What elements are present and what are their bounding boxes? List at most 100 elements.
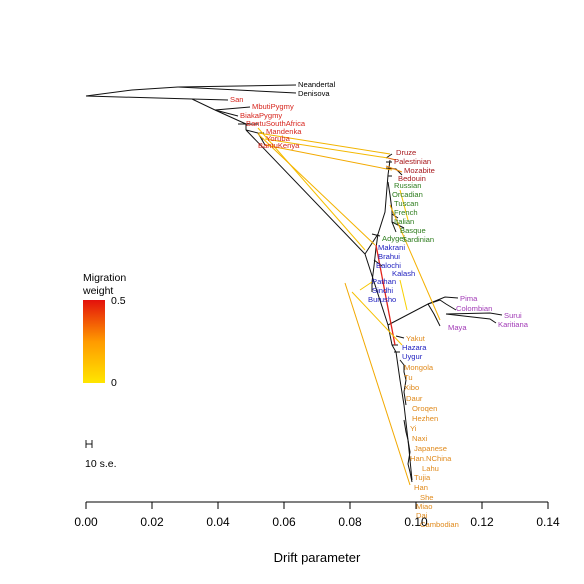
leaf-label-burusho: Burusho bbox=[368, 295, 396, 304]
leaf-label-oroqen: Oroqen bbox=[412, 404, 437, 413]
x-tick-label: 0.06 bbox=[272, 515, 296, 529]
legend-max-label: 0.5 bbox=[111, 295, 126, 307]
leaf-label-han-nchina: Han.NChina bbox=[410, 454, 452, 463]
migration-4 bbox=[257, 127, 366, 251]
leaf-label-french: French bbox=[394, 208, 418, 217]
leaf-label-cambodian: Cambodian bbox=[420, 520, 459, 529]
leaf-label-balochi: Balochi bbox=[376, 261, 401, 270]
migration-13 bbox=[399, 279, 408, 311]
leaf-label-colombian: Colombian bbox=[456, 304, 492, 313]
leaf-label-miao: Miao bbox=[416, 502, 432, 511]
leaf-label-tu: Tu bbox=[404, 373, 413, 382]
edge-se-asia bbox=[403, 419, 413, 483]
legend-title-line2: weight bbox=[82, 285, 113, 297]
leaf-label-surui: Surui bbox=[504, 311, 522, 320]
leaf-label-daur: Daur bbox=[406, 394, 423, 403]
leaf-label-sindhi: Sindhi bbox=[372, 286, 393, 295]
migration-10 bbox=[375, 244, 396, 346]
x-tick-label: 0.12 bbox=[470, 515, 494, 529]
leaf-label-orcadian: Orcadian bbox=[392, 190, 423, 199]
leaf-label-karitiana: Karitiana bbox=[498, 320, 529, 329]
edge-root-modern bbox=[85, 95, 216, 111]
leaf-label-neandertal: Neandertal bbox=[298, 80, 335, 89]
leaf-label-biakapygmy: BiakaPygmy bbox=[240, 111, 282, 120]
edge-ne-asia bbox=[399, 359, 407, 406]
leaf-label-tujia: Tujia bbox=[414, 473, 431, 482]
migration-2 bbox=[264, 138, 389, 159]
edge-adygei bbox=[371, 233, 381, 237]
leaf-label-she: She bbox=[420, 493, 434, 502]
leaf-label-kalash: Kalash bbox=[392, 269, 415, 278]
x-tick-label: 0.00 bbox=[74, 515, 98, 529]
migration-legend: Migration weight 0.5 0 bbox=[82, 272, 126, 389]
edge-mozabite bbox=[385, 167, 403, 176]
leaf-label-han: Han bbox=[414, 483, 428, 492]
legend-min-label: 0 bbox=[111, 377, 117, 389]
leaf-label-naxi: Naxi bbox=[412, 434, 428, 443]
leaf-label-bantukenya: BantuKenya bbox=[258, 141, 300, 150]
edge-sardinian bbox=[391, 221, 405, 229]
migration-1 bbox=[257, 132, 391, 155]
leaf-label-mandenka: Mandenka bbox=[266, 127, 302, 136]
x-axis-ticks: 0.00 0.02 0.04 0.06 0.08 0.10 0.12 0.14 bbox=[74, 502, 560, 529]
edge-ooa bbox=[245, 129, 389, 326]
migration-12 bbox=[351, 291, 403, 346]
edge-mbuti bbox=[214, 106, 251, 111]
migration-3 bbox=[264, 144, 393, 171]
edge-west-eurasia bbox=[364, 159, 391, 255]
edge-denisova bbox=[177, 86, 297, 94]
edge-yakut bbox=[395, 335, 405, 339]
leaf-label-sardinian: Sardinian bbox=[402, 235, 434, 244]
edge-pima bbox=[427, 296, 459, 305]
x-tick-label: 0.10 bbox=[404, 515, 428, 529]
legend-title-line1: Migration bbox=[83, 272, 126, 284]
leaf-label-mbutipygmy: MbutiPygmy bbox=[252, 102, 294, 111]
edge-san bbox=[191, 98, 229, 101]
x-tick-label: 0.04 bbox=[206, 515, 230, 529]
leaf-label-bantusouthafrica: BantuSouthAfrica bbox=[246, 119, 306, 128]
leaf-label-makrani: Makrani bbox=[378, 243, 405, 252]
leaf-label-adygei: Adygei bbox=[382, 234, 406, 243]
leaf-label-denisova: Denisova bbox=[298, 89, 330, 98]
leaf-label-hezhen: Hezhen bbox=[412, 414, 438, 423]
x-tick-label: 0.02 bbox=[140, 515, 164, 529]
leaf-label-tuscan: Tuscan bbox=[394, 199, 419, 208]
migration-9 bbox=[399, 189, 409, 221]
leaf-label-bedouin: Bedouin bbox=[398, 174, 426, 183]
migration-14 bbox=[359, 281, 373, 291]
migration-edges bbox=[257, 127, 441, 486]
leaf-label-mozabite: Mozabite bbox=[404, 166, 435, 175]
x-tick-label: 0.14 bbox=[536, 515, 560, 529]
leaf-label-druze: Druze bbox=[396, 148, 416, 157]
migration-5 bbox=[257, 133, 376, 246]
leaf-label-dai: Dai bbox=[416, 511, 428, 520]
leaf-label-san: San bbox=[230, 95, 244, 104]
leaf-label-uygur: Uygur bbox=[402, 352, 423, 361]
leaf-label-yakut: Yakut bbox=[406, 334, 426, 343]
scale-bar bbox=[85, 440, 93, 448]
legend-color-bar bbox=[83, 300, 105, 383]
edge-root-archaic bbox=[85, 84, 297, 97]
migration-11 bbox=[344, 282, 411, 486]
leaf-label-japanese: Japanese bbox=[414, 444, 447, 453]
leaf-label-italian: Italian bbox=[394, 217, 414, 226]
edge-maya bbox=[427, 303, 441, 327]
scale-bar-label: 10 s.e. bbox=[85, 458, 117, 470]
edge-kalash bbox=[373, 259, 383, 267]
leaf-label-pathan: Pathan bbox=[372, 277, 396, 286]
x-axis: 0.00 0.02 0.04 0.06 0.08 0.10 0.12 0.14 Drift p… bbox=[74, 501, 560, 565]
migration-8 bbox=[389, 204, 441, 321]
migration-7 bbox=[385, 165, 403, 173]
leaf-label-pima: Pima bbox=[460, 294, 478, 303]
leaf-label-lahu: Lahu bbox=[422, 464, 439, 473]
edge-biaka bbox=[214, 109, 239, 117]
edge-csa bbox=[371, 233, 379, 292]
leaf-label-mongola: Mongola bbox=[404, 363, 434, 372]
leaf-label-russian: Russian bbox=[394, 181, 421, 190]
edge-colombian bbox=[439, 299, 457, 311]
leaf-label-basque: Basque bbox=[400, 226, 426, 235]
edge-surui bbox=[445, 312, 503, 316]
leaf-label-xibo: Xibo bbox=[404, 383, 419, 392]
x-axis-title: Drift parameter bbox=[274, 550, 361, 565]
